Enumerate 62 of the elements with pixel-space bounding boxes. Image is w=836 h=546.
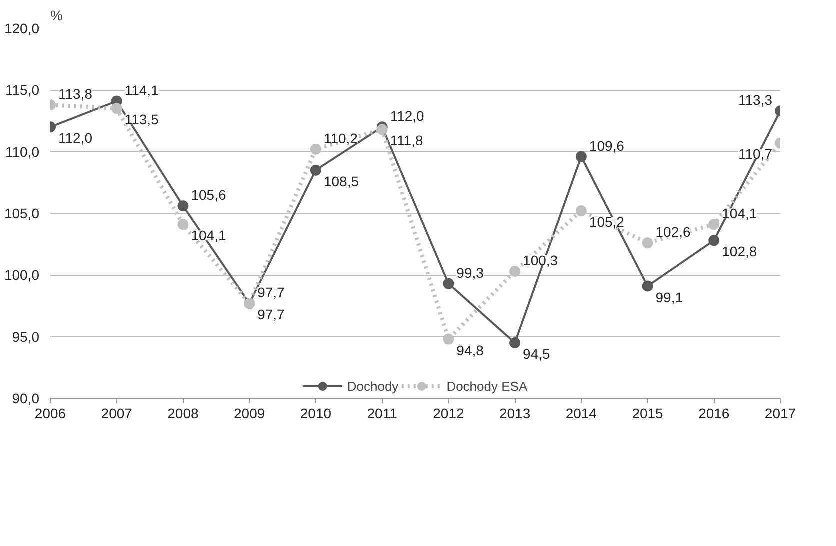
point <box>708 219 720 230</box>
y-tick-label: 105,0 <box>4 206 40 222</box>
data-label: 112,0 <box>390 108 425 124</box>
data-label: 99,3 <box>456 264 484 281</box>
data-label: 102,6 <box>656 224 692 240</box>
x-tick-label: 2015 <box>632 406 664 422</box>
point <box>510 266 521 277</box>
data-label: 105,6 <box>191 187 226 204</box>
data-label: 113,5 <box>124 112 160 128</box>
point <box>310 144 322 155</box>
x-tick-label: 2009 <box>234 406 266 422</box>
data-label: 111,8 <box>390 132 424 149</box>
data-label: 100,3 <box>523 252 558 268</box>
x-tick-label: 2016 <box>698 406 730 422</box>
point <box>510 338 521 348</box>
y-tick-label: 120,0 <box>4 20 40 36</box>
x-tick-label: 2013 <box>499 406 531 422</box>
x-tick-label: 2007 <box>101 406 133 422</box>
data-label: 94,8 <box>456 342 484 358</box>
data-label: 97,7 <box>258 284 286 301</box>
point <box>443 278 454 290</box>
y-tick-label: 100,0 <box>4 267 40 284</box>
y-tick-label: 110,0 <box>6 144 40 160</box>
legend-label: Dochody ESA <box>446 378 528 394</box>
data-label: 110,2 <box>324 130 358 146</box>
point <box>642 238 654 249</box>
data-label: 113,3 <box>738 92 773 108</box>
point <box>178 200 189 212</box>
y-tick-label: 95,0 <box>12 328 40 345</box>
data-label: 99,1 <box>656 289 684 306</box>
data-label: 97,7 <box>258 306 286 323</box>
data-label: 105,2 <box>589 214 625 230</box>
data-label: 94,5 <box>523 346 551 362</box>
x-tick-label: 2008 <box>168 406 200 422</box>
y-tick-label: 90,0 <box>12 390 40 406</box>
point <box>576 206 587 217</box>
x-tick-label: 2017 <box>764 406 796 422</box>
x-tick-label: 2011 <box>367 406 398 422</box>
legend-label: Dochody <box>347 378 399 394</box>
data-label: 113,8 <box>58 86 93 102</box>
point <box>376 124 388 136</box>
point <box>443 334 454 345</box>
data-label: 104,1 <box>191 228 226 244</box>
point <box>178 219 189 230</box>
y-axis-title: % <box>50 8 63 24</box>
y-tick-label: 115,0 <box>6 82 40 98</box>
x-tick-label: 2014 <box>566 406 598 422</box>
point <box>310 164 322 176</box>
data-label: 104,1 <box>722 206 758 222</box>
data-label: 108,5 <box>324 173 360 190</box>
x-tick-label: 2012 <box>433 406 464 422</box>
data-label: 102,8 <box>722 244 758 260</box>
x-tick-label: 2010 <box>300 406 332 422</box>
data-label: 114,1 <box>124 82 160 98</box>
data-label: 112,0 <box>58 130 93 146</box>
x-tick-label: 2006 <box>34 406 66 422</box>
point <box>111 103 122 114</box>
point <box>576 151 587 162</box>
data-label: 110,7 <box>738 146 773 162</box>
point <box>642 280 654 292</box>
data-label: 109,6 <box>589 138 625 154</box>
point <box>708 235 720 246</box>
